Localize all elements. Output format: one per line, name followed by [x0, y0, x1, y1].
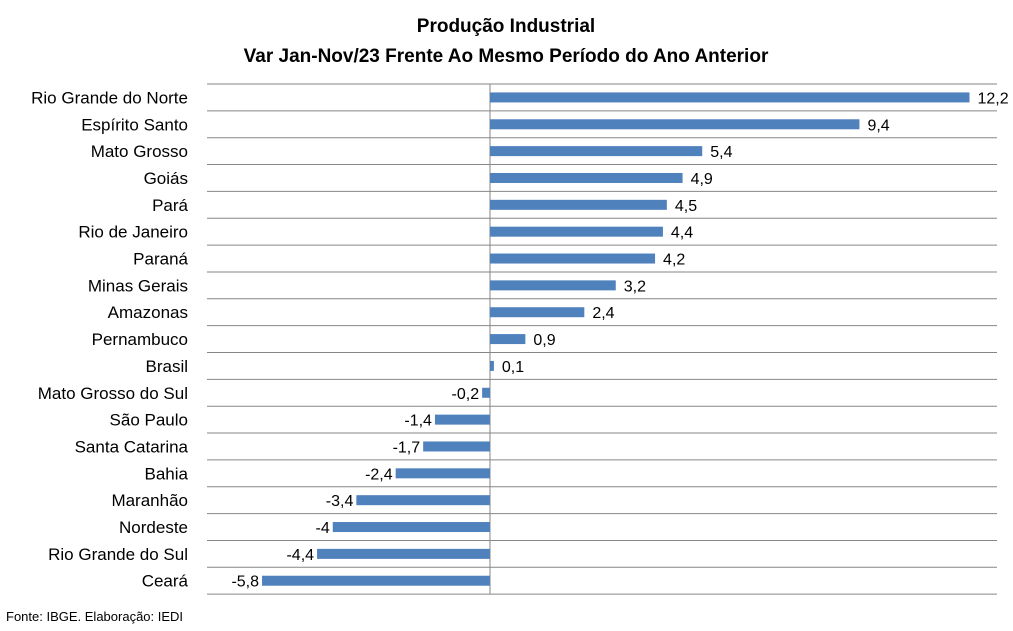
value-label: -3,4	[326, 493, 354, 510]
category-label: Minas Gerais	[88, 276, 188, 295]
bar	[489, 172, 683, 183]
bar	[317, 548, 490, 559]
value-label: 4,5	[675, 198, 697, 215]
value-label: 4,9	[691, 171, 713, 188]
category-label: Pará	[152, 196, 188, 215]
value-labels: 12,2 9,4 5,4 4,9 4,5 4,4 4,2 3,2 2,4 0,9 0,1 -0,2 -1…	[231, 90, 1008, 590]
category-label: Espírito Santo	[81, 115, 188, 134]
category-label: Goiás	[144, 169, 188, 188]
bar	[262, 575, 490, 586]
category-labels: Rio Grande do Norte Espírito Santo Mato Gr…	[31, 88, 188, 590]
category-label: Nordeste	[119, 518, 188, 537]
category-label: Mato Grosso do Sul	[38, 384, 188, 403]
value-label: 3,2	[624, 278, 646, 295]
category-label: São Paulo	[110, 411, 188, 430]
source-note: Fonte: IBGE. Elaboração: IEDI	[6, 609, 184, 624]
category-label: Brasil	[145, 357, 188, 376]
value-label: -1,7	[393, 439, 421, 456]
category-label: Amazonas	[108, 303, 188, 322]
bar	[489, 199, 667, 210]
value-label: 0,9	[533, 332, 555, 349]
value-label: 9,4	[867, 117, 889, 134]
category-label: Mato Grosso	[91, 142, 188, 161]
value-label: 5,4	[710, 144, 732, 161]
category-label: Maranhão	[111, 491, 188, 510]
bar	[489, 146, 703, 157]
bar	[356, 495, 490, 506]
value-label: 0,1	[502, 359, 524, 376]
bar	[489, 280, 616, 291]
category-label: Ceará	[142, 572, 189, 591]
bar	[395, 468, 490, 479]
bar	[482, 387, 490, 398]
category-label: Santa Catarina	[75, 437, 189, 456]
bar	[489, 253, 656, 264]
value-label: -4	[316, 520, 330, 537]
value-label: -0,2	[452, 386, 480, 403]
bars	[262, 92, 970, 586]
bar	[489, 92, 970, 103]
value-label: -1,4	[404, 413, 432, 430]
bar	[489, 226, 663, 237]
bar	[489, 119, 860, 130]
value-label: -2,4	[365, 466, 393, 483]
category-label: Rio de Janeiro	[78, 223, 188, 242]
bar	[489, 307, 585, 318]
bar	[489, 360, 494, 371]
bar	[489, 334, 526, 345]
category-label: Rio Grande do Norte	[31, 88, 188, 107]
bar	[332, 522, 490, 533]
category-label: Paraná	[133, 250, 188, 269]
bar	[423, 441, 490, 452]
value-label: -4,4	[286, 547, 314, 564]
chart-title: Produção Industrial	[417, 16, 595, 37]
category-label: Bahia	[145, 464, 189, 483]
value-label: 12,2	[977, 90, 1008, 107]
value-label: 2,4	[592, 305, 614, 322]
value-label: 4,2	[663, 252, 685, 269]
bar	[434, 414, 490, 425]
chart-subtitle: Var Jan-Nov/23 Frente Ao Mesmo Período d…	[244, 46, 769, 67]
category-label: Rio Grande do Sul	[48, 545, 188, 564]
value-label: -5,8	[231, 574, 259, 591]
gridlines	[207, 83, 997, 595]
category-label: Pernambuco	[92, 330, 188, 349]
value-label: 4,4	[671, 225, 693, 242]
